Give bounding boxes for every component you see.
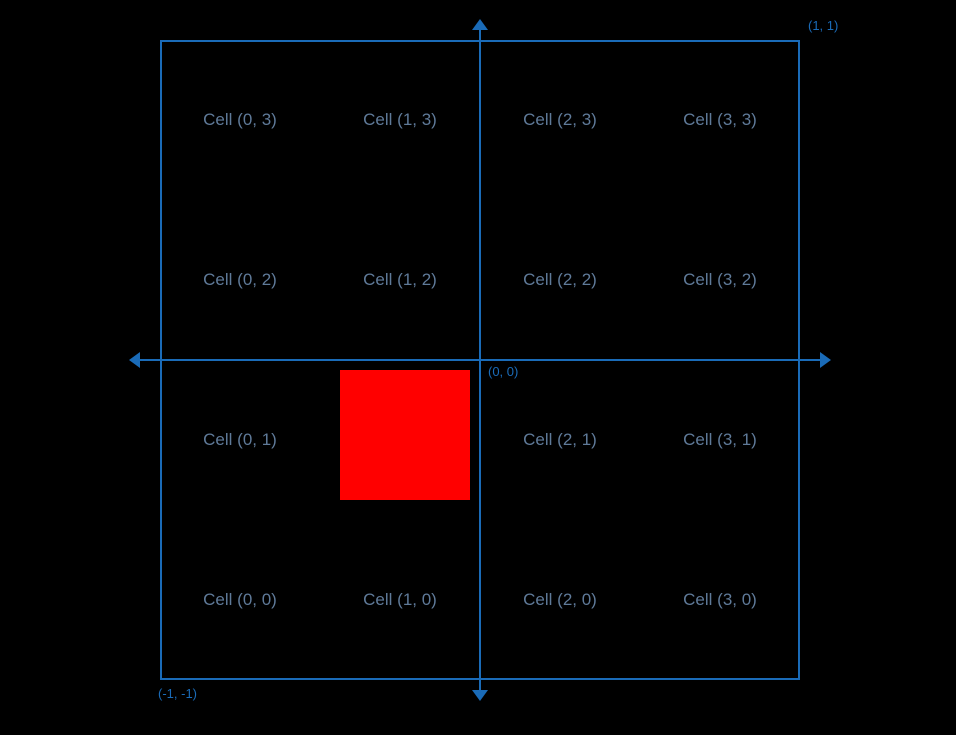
arrow-right-icon	[820, 352, 831, 368]
cell-label: Cell (2, 3)	[523, 110, 597, 130]
cell-label: Cell (3, 2)	[683, 270, 757, 290]
cell-label: Cell (0, 3)	[203, 110, 277, 130]
arrow-up-icon	[472, 19, 488, 30]
arrow-down-icon	[472, 690, 488, 701]
top-right-label: (1, 1)	[808, 18, 838, 33]
cell-label: Cell (3, 1)	[683, 430, 757, 450]
cell-label: Cell (3, 3)	[683, 110, 757, 130]
cell-label: Cell (2, 1)	[523, 430, 597, 450]
cell-label: Cell (2, 0)	[523, 590, 597, 610]
y-axis	[479, 30, 481, 690]
cell-label: Cell (0, 0)	[203, 590, 277, 610]
diagram-stage: { "canvas": { "w": 956, "h": 735 }, "col…	[0, 0, 956, 735]
highlighted-cell	[340, 370, 470, 500]
cell-label: Cell (2, 2)	[523, 270, 597, 290]
cell-label: Cell (0, 1)	[203, 430, 277, 450]
cell-label: Cell (1, 0)	[363, 590, 437, 610]
arrow-left-icon	[129, 352, 140, 368]
cell-label: Cell (3, 0)	[683, 590, 757, 610]
cell-label: Cell (1, 2)	[363, 270, 437, 290]
origin-label: (0, 0)	[488, 364, 518, 379]
cell-label: Cell (0, 2)	[203, 270, 277, 290]
cell-label: Cell (1, 3)	[363, 110, 437, 130]
bottom-left-label: (-1, -1)	[158, 686, 197, 701]
